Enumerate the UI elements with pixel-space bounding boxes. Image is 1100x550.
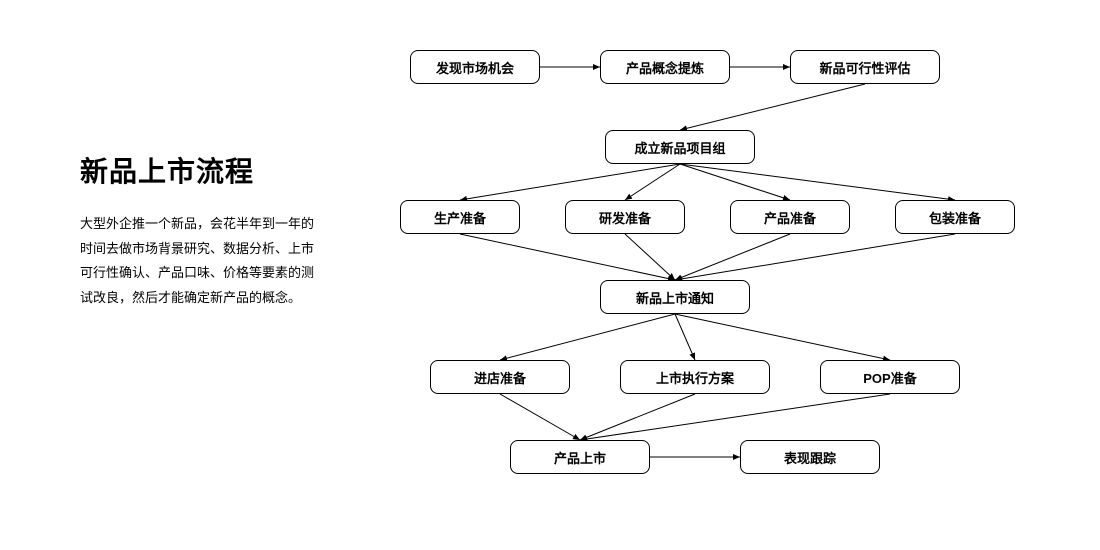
flowchart-node: 生产准备 bbox=[400, 200, 520, 234]
flowchart-node: 进店准备 bbox=[430, 360, 570, 394]
flowchart-edge bbox=[460, 234, 675, 280]
flowchart-edge bbox=[675, 234, 790, 280]
flowchart-edge bbox=[680, 164, 790, 200]
flowchart-edge bbox=[680, 84, 865, 130]
flowchart-edge bbox=[625, 164, 680, 200]
flowchart-node: 包装准备 bbox=[895, 200, 1015, 234]
flowchart-node: 新品可行性评估 bbox=[790, 50, 940, 84]
flowchart-node: 表现跟踪 bbox=[740, 440, 880, 474]
flowchart-node: POP准备 bbox=[820, 360, 960, 394]
flowchart-node: 成立新品项目组 bbox=[605, 130, 755, 164]
flowchart-node: 上市执行方案 bbox=[620, 360, 770, 394]
flowchart-edge bbox=[625, 234, 675, 280]
flowchart: 发现市场机会 产品概念提炼 新品可行性评估成立新品项目组生产准备 研发准备 产品准备 包装… bbox=[370, 40, 1070, 520]
flowchart-edge bbox=[675, 314, 890, 360]
page-title: 新品上市流程 bbox=[80, 150, 320, 190]
flowchart-node: 发现市场机会 bbox=[410, 50, 540, 84]
flowchart-node: 产品准备 bbox=[730, 200, 850, 234]
flowchart-edge bbox=[580, 394, 695, 440]
flowchart-edge bbox=[460, 164, 680, 200]
flowchart-edge bbox=[580, 394, 890, 440]
flowchart-edge bbox=[500, 394, 580, 440]
left-panel: 新品上市流程 大型外企推一个新品，会花半年到一年的时间去做市场背景研究、数据分析… bbox=[80, 150, 320, 311]
flowchart-node: 产品上市 bbox=[510, 440, 650, 474]
flowchart-node: 产品概念提炼 bbox=[600, 50, 730, 84]
flowchart-edge bbox=[675, 314, 695, 360]
flowchart-edge bbox=[500, 314, 675, 360]
flowchart-edge bbox=[680, 164, 955, 200]
description-text: 大型外企推一个新品，会花半年到一年的时间去做市场背景研究、数据分析、上市可行性确… bbox=[80, 212, 320, 311]
flowchart-node: 研发准备 bbox=[565, 200, 685, 234]
flowchart-node: 新品上市通知 bbox=[600, 280, 750, 314]
flowchart-edge bbox=[675, 234, 955, 280]
